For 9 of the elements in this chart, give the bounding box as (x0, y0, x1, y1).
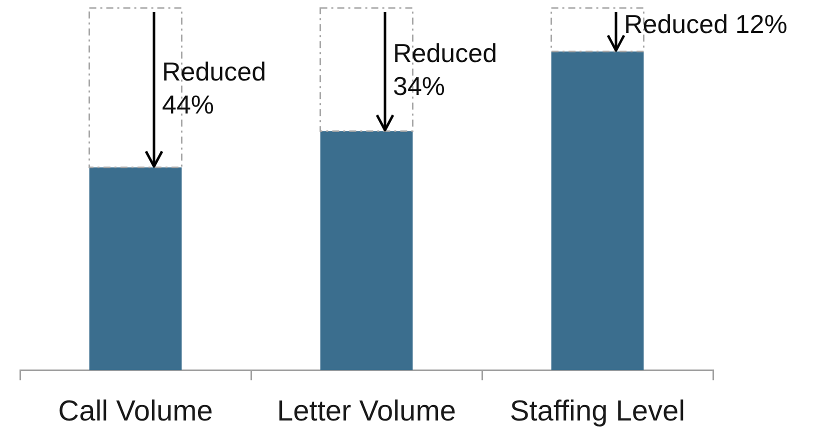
bar (89, 167, 182, 370)
annotation: Reduced 44% (162, 56, 266, 120)
x-tick-label: Call Volume (58, 396, 213, 428)
annotation: Reduced 12% (624, 8, 788, 39)
bar (551, 51, 644, 370)
bar (320, 131, 413, 370)
annotation: Reduced 34% (392, 38, 498, 102)
x-tick-label: Letter Volume (277, 396, 456, 428)
x-tick-label: Staffing Level (510, 396, 686, 428)
